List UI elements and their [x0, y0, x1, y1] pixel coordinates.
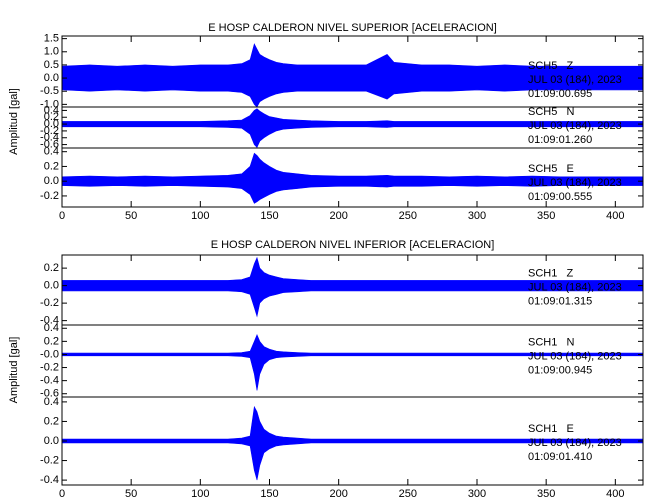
chart-title: E HOSP CALDERON NIVEL SUPERIOR [ACELERAC… — [208, 22, 497, 34]
y-tick-label: 0.2 — [44, 111, 59, 123]
trace-channel: SCH1 Z — [528, 268, 574, 280]
x-tick-label: 250 — [399, 488, 417, 500]
x-tick-label: 0 — [59, 210, 65, 222]
y-tick-label: 0.5 — [44, 59, 59, 71]
trace-channel: SCH5 Z — [528, 60, 574, 72]
trace-time: 01:09:01.410 — [528, 451, 592, 463]
chart-title: E HOSP CALDERON NIVEL INFERIOR [ACELERAC… — [211, 239, 495, 251]
x-tick-label: 400 — [606, 210, 624, 222]
y-tick-label: 0.0 — [44, 118, 59, 130]
y-tick-label: -0.4 — [40, 315, 59, 327]
x-tick-label: 0 — [59, 488, 65, 500]
y-tick-label: -0.0 — [40, 348, 59, 360]
x-tick-label: 300 — [468, 210, 486, 222]
trace-time: 01:09:01.260 — [528, 134, 592, 146]
y-tick-label: 0.4 — [44, 396, 59, 408]
y-tick-label: -0.2 — [40, 190, 59, 202]
trace-time: 01:09:00.555 — [528, 191, 592, 203]
y-tick-label: 0.2 — [44, 262, 59, 274]
y-tick-label: -0.6 — [40, 388, 59, 400]
x-tick-label: 100 — [191, 210, 209, 222]
y-tick-label: -0.2 — [40, 454, 59, 466]
y-tick-label: -0.4 — [40, 375, 59, 387]
y-tick-label: 0.0 — [44, 72, 59, 84]
y-tick-label: -0.5 — [40, 85, 59, 97]
trace-date: JUL 03 (184), 2023 — [528, 437, 622, 449]
trace-time: 01:09:01.315 — [528, 296, 592, 308]
y-tick-label: 0.4 — [44, 322, 59, 334]
trace-channel: SCH1 E — [528, 423, 574, 435]
y-tick-label: 1.0 — [44, 46, 59, 58]
y-tick-label: 0.4 — [44, 146, 59, 158]
trace-frame — [61, 147, 644, 208]
trace-channel: SCH1 N — [528, 336, 575, 348]
y-tick-label: 0.0 — [44, 280, 59, 292]
x-tick-label: 250 — [399, 210, 417, 222]
y-tick-label: -0.6 — [40, 138, 59, 150]
trace-date: JUL 03 (184), 2023 — [528, 350, 622, 362]
trace-date: JUL 03 (184), 2023 — [528, 120, 622, 132]
y-axis-label: Amplitud [gal] — [8, 88, 20, 155]
y-tick-label: -0.4 — [40, 474, 59, 486]
x-tick-label: 200 — [329, 210, 347, 222]
x-tick-label: 150 — [260, 488, 278, 500]
trace-date: JUL 03 (184), 2023 — [528, 282, 622, 294]
y-tick-label: -1.0 — [40, 98, 59, 110]
y-tick-label: 0.2 — [44, 415, 59, 427]
x-tick-label: 350 — [537, 488, 555, 500]
trace-channel: SCH5 N — [528, 106, 575, 118]
trace-channel: SCH5 E — [528, 163, 574, 175]
trace-time: 01:09:00.695 — [528, 88, 592, 100]
trace-date: JUL 03 (184), 2023 — [528, 177, 622, 189]
y-tick-label: -0.2 — [40, 361, 59, 373]
trace-date: JUL 03 (184), 2023 — [528, 74, 622, 86]
y-tick-label: -0.4 — [40, 132, 59, 144]
y-tick-label: 0.2 — [44, 335, 59, 347]
x-tick-label: 50 — [125, 488, 137, 500]
x-tick-label: 400 — [606, 488, 624, 500]
y-tick-label: 0.0 — [44, 435, 59, 447]
y-tick-label: 0.0 — [44, 175, 59, 187]
x-tick-label: 350 — [537, 210, 555, 222]
x-tick-label: 50 — [125, 210, 137, 222]
trace-time: 01:09:00.945 — [528, 364, 592, 376]
y-tick-label: -0.2 — [40, 297, 59, 309]
y-axis-label: Amplitud [gal] — [8, 337, 20, 404]
y-tick-label: 0.4 — [44, 104, 59, 116]
x-tick-label: 100 — [191, 488, 209, 500]
x-tick-label: 150 — [260, 210, 278, 222]
y-tick-label: -0.2 — [40, 125, 59, 137]
x-tick-label: 200 — [329, 488, 347, 500]
y-tick-label: 0.2 — [44, 160, 59, 172]
x-tick-label: 300 — [468, 488, 486, 500]
y-tick-label: 1.5 — [44, 33, 59, 45]
